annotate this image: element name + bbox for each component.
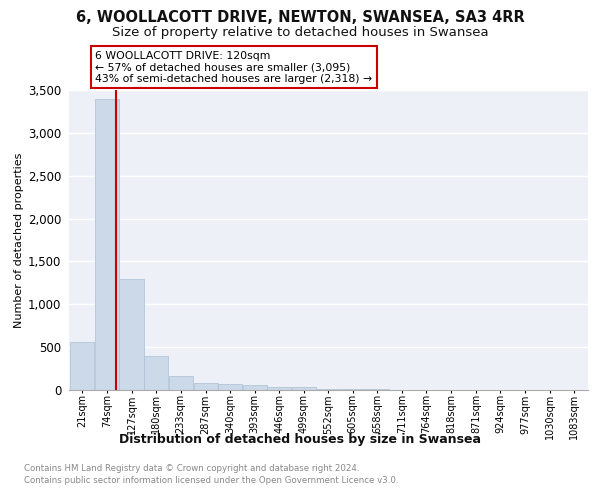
Bar [194,383,218,390]
Bar [70,342,94,390]
Bar [242,386,266,390]
Bar [169,376,193,390]
Bar [292,388,316,390]
Bar [144,356,168,390]
Bar [316,389,340,390]
Bar [95,98,119,390]
Text: 6 WOOLLACOTT DRIVE: 120sqm
← 57% of detached houses are smaller (3,095)
43% of s: 6 WOOLLACOTT DRIVE: 120sqm ← 57% of deta… [95,51,373,84]
Bar [119,278,143,390]
Text: Contains public sector information licensed under the Open Government Licence v3: Contains public sector information licen… [24,476,398,485]
Bar [267,386,291,390]
Text: Contains HM Land Registry data © Crown copyright and database right 2024.: Contains HM Land Registry data © Crown c… [24,464,359,473]
Text: Distribution of detached houses by size in Swansea: Distribution of detached houses by size … [119,432,481,446]
Text: Size of property relative to detached houses in Swansea: Size of property relative to detached ho… [112,26,488,39]
Y-axis label: Number of detached properties: Number of detached properties [14,152,24,328]
Text: 6, WOOLLACOTT DRIVE, NEWTON, SWANSEA, SA3 4RR: 6, WOOLLACOTT DRIVE, NEWTON, SWANSEA, SA… [76,10,524,25]
Bar [218,384,242,390]
